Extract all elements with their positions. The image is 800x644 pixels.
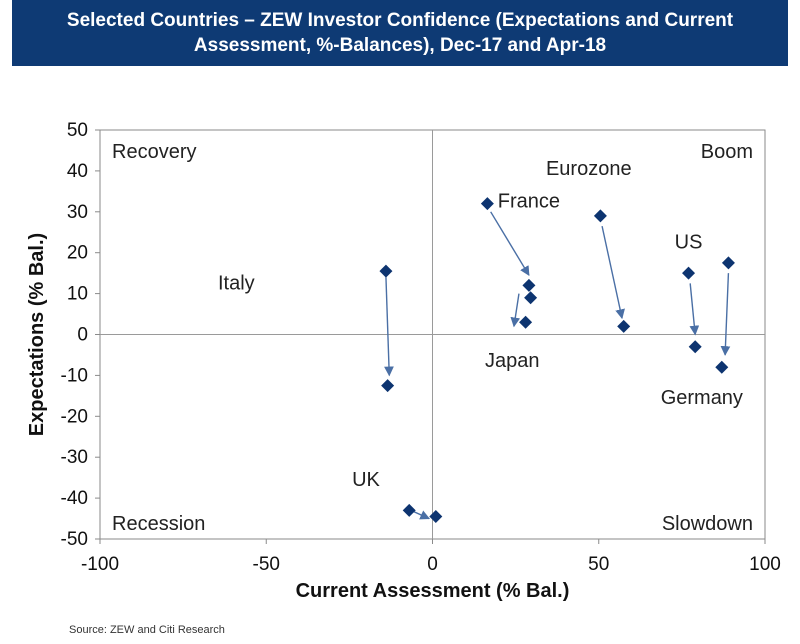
y-tick-label: -30 bbox=[61, 447, 88, 468]
movement-arrow bbox=[510, 293, 521, 328]
quadrant-label-recession: Recession bbox=[112, 513, 205, 535]
country-label-japan: Japan bbox=[485, 350, 540, 372]
y-tick-label: -20 bbox=[61, 406, 88, 427]
y-tick-label: 20 bbox=[67, 243, 88, 264]
x-tick-label: 0 bbox=[427, 554, 438, 575]
quadrant-label-recovery: Recovery bbox=[112, 141, 196, 163]
data-point-italy bbox=[381, 379, 395, 393]
data-point-germany bbox=[721, 256, 735, 270]
data-point-france bbox=[522, 278, 536, 292]
data-point-japan bbox=[524, 291, 538, 305]
quadrant-label-boom: Boom bbox=[701, 141, 753, 163]
movement-arrow bbox=[384, 277, 394, 377]
data-point-us bbox=[682, 266, 696, 280]
data-point-us bbox=[688, 340, 702, 354]
title-line-2: Assessment, %-Balances), Dec-17 and Apr-… bbox=[193, 35, 607, 56]
movement-arrow bbox=[689, 283, 700, 336]
country-label-eurozone: Eurozone bbox=[546, 158, 632, 180]
data-point-eurozone bbox=[617, 319, 631, 333]
country-label-italy: Italy bbox=[218, 273, 255, 295]
y-tick-label: -10 bbox=[61, 365, 88, 386]
country-label-uk: UK bbox=[352, 469, 380, 491]
country-label-france: France bbox=[498, 191, 560, 213]
y-tick-label: 40 bbox=[67, 161, 88, 182]
source-note: Source: ZEW and Citi Research bbox=[69, 624, 225, 636]
title-banner: Selected Countries – ZEW Investor Confid… bbox=[12, 0, 788, 66]
x-tick-label: 100 bbox=[749, 554, 781, 575]
y-tick-label: 0 bbox=[77, 325, 88, 346]
y-tick-label: 10 bbox=[67, 284, 88, 305]
country-label-us: US bbox=[675, 232, 703, 254]
y-axis-label: Expectations (% Bal.) bbox=[26, 233, 48, 436]
data-point-italy bbox=[379, 264, 393, 278]
movement-arrow bbox=[601, 225, 625, 320]
data-point-france bbox=[480, 197, 494, 211]
data-point-germany bbox=[715, 360, 729, 374]
country-label-germany: Germany bbox=[661, 387, 743, 409]
quadrant-label-slowdown: Slowdown bbox=[662, 513, 753, 535]
y-tick-label: 50 bbox=[67, 120, 88, 141]
data-point-uk bbox=[429, 510, 443, 524]
movement-arrow bbox=[720, 273, 731, 356]
data-point-japan bbox=[519, 315, 533, 329]
y-tick-label: -50 bbox=[61, 529, 88, 550]
x-axis-label: Current Assessment (% Bal.) bbox=[296, 580, 570, 602]
data-point-eurozone bbox=[593, 209, 607, 223]
x-tick-label: -50 bbox=[253, 554, 280, 575]
title-line-1: Selected Countries – ZEW Investor Confid… bbox=[66, 10, 734, 31]
x-tick-label: 50 bbox=[588, 554, 609, 575]
x-tick-label: -100 bbox=[81, 554, 119, 575]
y-tick-label: -40 bbox=[61, 488, 88, 509]
movement-arrow bbox=[490, 211, 530, 277]
y-tick-label: 30 bbox=[67, 202, 88, 223]
data-point-uk bbox=[402, 503, 416, 517]
